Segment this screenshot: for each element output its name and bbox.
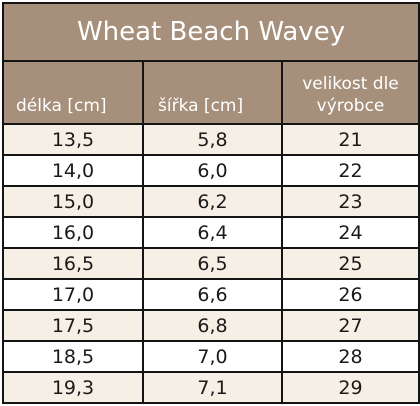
- cell-width: 5,8: [142, 123, 283, 156]
- cell-manufacturer-size: 27: [280, 309, 420, 342]
- cell-length: 16,5: [2, 247, 144, 280]
- table-row: 16,5 6,5 25: [2, 247, 420, 280]
- table-row: 14,0 6,0 22: [2, 154, 420, 187]
- cell-width: 6,4: [142, 216, 283, 249]
- header-manufacturer-size: velikost dle výrobce: [280, 60, 420, 125]
- header-length: délka [cm]: [2, 60, 144, 125]
- cell-length: 16,0: [2, 216, 144, 249]
- cell-length: 18,5: [2, 340, 144, 373]
- cell-manufacturer-size: 24: [280, 216, 420, 249]
- cell-manufacturer-size: 26: [280, 278, 420, 311]
- table-body: 13,5 5,8 21 14,0 6,0 22 15,0 6,2 23 16,0 6,4 24 16,5…: [2, 123, 420, 404]
- cell-manufacturer-size: 25: [280, 247, 420, 280]
- cell-width: 6,5: [142, 247, 283, 280]
- table-row: 13,5 5,8 21: [2, 123, 420, 156]
- cell-length: 19,3: [2, 371, 144, 404]
- cell-width: 7,1: [142, 371, 283, 404]
- cell-length: 17,5: [2, 309, 144, 342]
- cell-manufacturer-size: 21: [280, 123, 420, 156]
- cell-length: 17,0: [2, 278, 144, 311]
- cell-manufacturer-size: 29: [280, 371, 420, 404]
- cell-width: 6,6: [142, 278, 283, 311]
- cell-manufacturer-size: 22: [280, 154, 420, 187]
- table-row: 16,0 6,4 24: [2, 216, 420, 249]
- cell-width: 6,0: [142, 154, 283, 187]
- cell-manufacturer-size: 28: [280, 340, 420, 373]
- cell-length: 13,5: [2, 123, 144, 156]
- cell-manufacturer-size: 23: [280, 185, 420, 218]
- table-row: 17,0 6,6 26: [2, 278, 420, 311]
- cell-width: 7,0: [142, 340, 283, 373]
- cell-length: 15,0: [2, 185, 144, 218]
- cell-width: 6,2: [142, 185, 283, 218]
- table-row: 17,5 6,8 27: [2, 309, 420, 342]
- header-width: šířka [cm]: [142, 60, 283, 125]
- table-title: Wheat Beach Wavey: [1, 2, 420, 62]
- cell-length: 14,0: [2, 154, 144, 187]
- table-row: 18,5 7,0 28: [2, 340, 420, 373]
- header-row: délka [cm] šířka [cm] velikost dle výrob…: [2, 60, 420, 125]
- cell-width: 6,8: [142, 309, 283, 342]
- table-row: 19,3 7,1 29: [2, 371, 420, 404]
- title-row: Wheat Beach Wavey: [1, 2, 420, 62]
- table-row: 15,0 6,2 23: [2, 185, 420, 218]
